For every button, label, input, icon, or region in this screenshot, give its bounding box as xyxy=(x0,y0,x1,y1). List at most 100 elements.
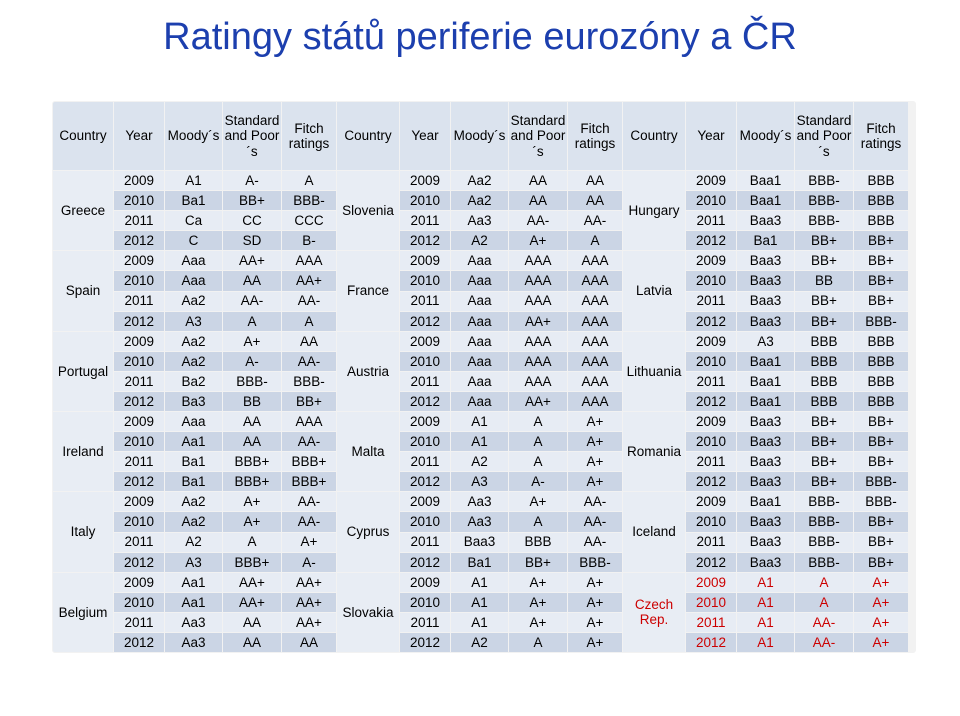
moodys-cell: A1 xyxy=(737,612,794,632)
fitch-cell: AAA xyxy=(568,271,622,291)
moodys-cell: Aa2 xyxy=(165,351,222,371)
fitch-cell: AAA xyxy=(568,371,622,391)
year-cell: 2009 xyxy=(114,251,164,271)
header-year: Year xyxy=(114,102,164,170)
sp-cell: BBB xyxy=(795,371,853,391)
sp-cell: SD xyxy=(223,231,281,251)
moodys-cell: Aa1 xyxy=(165,572,222,592)
year-cell: 2011 xyxy=(686,371,736,391)
sp-cell: BBB- xyxy=(795,171,853,191)
year-cell: 2010 xyxy=(114,592,164,612)
year-cell: 2010 xyxy=(400,191,450,211)
country-name: Iceland xyxy=(623,492,685,572)
fitch-cell: A+ xyxy=(854,592,908,612)
sp-cell: A xyxy=(509,452,567,472)
moodys-cell: Aaa xyxy=(451,331,508,351)
moodys-cell: Baa1 xyxy=(737,191,794,211)
moodys-cell: A2 xyxy=(165,532,222,552)
moodys-cell: Baa3 xyxy=(737,432,794,452)
sp-cell: AA- xyxy=(795,612,853,632)
sp-cell: AAA xyxy=(509,291,567,311)
moodys-cell: Aa2 xyxy=(165,512,222,532)
sp-cell: A- xyxy=(509,472,567,492)
moodys-cell: A3 xyxy=(165,311,222,331)
sp-cell: AA xyxy=(223,612,281,632)
moodys-cell: Aa3 xyxy=(451,492,508,512)
sp-cell: AA- xyxy=(223,291,281,311)
country-name: Romania xyxy=(623,412,685,492)
year-cell: 2012 xyxy=(686,472,736,492)
fitch-cell: CCC xyxy=(282,211,336,231)
fitch-cell: A xyxy=(568,231,622,251)
year-cell: 2012 xyxy=(114,472,164,492)
sp-cell: BBB- xyxy=(223,371,281,391)
year-cell: 2010 xyxy=(686,432,736,452)
year-cell: 2012 xyxy=(114,552,164,572)
fitch-cell: AAA xyxy=(568,311,622,331)
fitch-cell: AAA xyxy=(282,251,336,271)
moodys-cell: Baa3 xyxy=(737,311,794,331)
year-cell: 2011 xyxy=(114,211,164,231)
header-fitch: Fitch ratings xyxy=(282,102,336,170)
sp-cell: BB+ xyxy=(795,472,853,492)
sp-cell: BBB xyxy=(795,351,853,371)
year-cell: 2011 xyxy=(114,612,164,632)
year-cell: 2012 xyxy=(686,391,736,411)
fitch-cell: BBB xyxy=(854,391,908,411)
fitch-cell: A+ xyxy=(854,632,908,652)
sp-cell: A xyxy=(509,512,567,532)
moodys-cell: A1 xyxy=(737,592,794,612)
fitch-cell: BBB- xyxy=(854,492,908,512)
year-cell: 2009 xyxy=(114,492,164,512)
sp-cell: A xyxy=(509,412,567,432)
sp-cell: A+ xyxy=(509,592,567,612)
header-moodys: Moody´s xyxy=(165,102,222,170)
sp-cell: A xyxy=(223,532,281,552)
sp-cell: BB+ xyxy=(795,291,853,311)
sp-cell: BB+ xyxy=(795,452,853,472)
fitch-cell: AA- xyxy=(282,492,336,512)
year-cell: 2011 xyxy=(686,291,736,311)
year-cell: 2010 xyxy=(400,512,450,532)
sp-cell: A xyxy=(795,572,853,592)
sp-cell: BBB xyxy=(795,391,853,411)
country-name: Belgium xyxy=(53,572,113,652)
year-cell: 2012 xyxy=(114,632,164,652)
sp-cell: AA xyxy=(509,191,567,211)
fitch-cell: A+ xyxy=(854,612,908,632)
country-name: France xyxy=(337,251,399,331)
fitch-cell: A+ xyxy=(568,592,622,612)
fitch-cell: BBB+ xyxy=(282,472,336,492)
year-cell: 2010 xyxy=(686,512,736,532)
year-cell: 2012 xyxy=(114,311,164,331)
sp-cell: A xyxy=(509,632,567,652)
year-cell: 2010 xyxy=(114,271,164,291)
moodys-cell: Aa3 xyxy=(451,512,508,532)
year-cell: 2011 xyxy=(686,452,736,472)
year-cell: 2009 xyxy=(686,331,736,351)
moodys-cell: Aa3 xyxy=(451,211,508,231)
fitch-cell: AAA xyxy=(568,291,622,311)
country-name: Austria xyxy=(337,331,399,411)
year-cell: 2011 xyxy=(400,211,450,231)
moodys-cell: Aaa xyxy=(451,371,508,391)
fitch-cell: AA xyxy=(282,632,336,652)
header-sp: Standard and Poor´s xyxy=(223,102,281,170)
year-cell: 2010 xyxy=(400,592,450,612)
country-name: Portugal xyxy=(53,331,113,411)
fitch-cell: BBB xyxy=(854,371,908,391)
year-cell: 2012 xyxy=(400,311,450,331)
year-cell: 2010 xyxy=(686,592,736,612)
sp-cell: BBB+ xyxy=(223,552,281,572)
fitch-cell: AA- xyxy=(282,512,336,532)
moodys-cell: Baa3 xyxy=(737,552,794,572)
fitch-cell: A+ xyxy=(568,432,622,452)
fitch-cell: BB+ xyxy=(854,432,908,452)
moodys-cell: Aaa xyxy=(451,251,508,271)
moodys-cell: Aa2 xyxy=(165,291,222,311)
country-name: Czech Rep. xyxy=(623,572,685,652)
year-cell: 2010 xyxy=(686,351,736,371)
fitch-cell: BB+ xyxy=(854,271,908,291)
moodys-cell: A1 xyxy=(451,412,508,432)
fitch-cell: A xyxy=(282,171,336,191)
